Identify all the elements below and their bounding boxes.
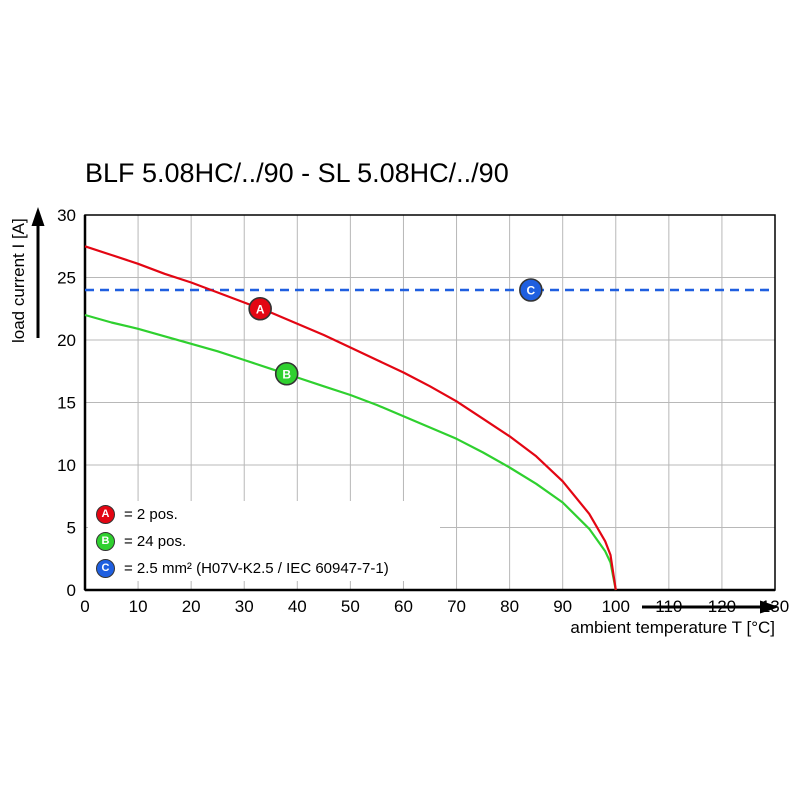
svg-text:20: 20	[57, 331, 76, 350]
legend-item-b: B = 24 pos.	[96, 530, 440, 552]
svg-text:0: 0	[80, 597, 89, 616]
marker-c: C	[519, 278, 543, 302]
marker-b: B	[274, 361, 299, 386]
chart-legend: A = 2 pos. B = 24 pos. C = 2.5 mm² (H07V…	[88, 501, 440, 581]
chart-series	[84, 245, 775, 591]
legend-label-c: = 2.5 mm² (H07V-K2.5 / IEC 60947-7-1)	[124, 559, 389, 577]
legend-badge-b: B	[96, 531, 115, 551]
series-a-curve	[84, 245, 617, 591]
svg-text:70: 70	[447, 597, 466, 616]
legend-item-c: C = 2.5 mm² (H07V-K2.5 / IEC 60947-7-1)	[96, 557, 440, 579]
chart-title: BLF 5.08HC/../90 - SL 5.08HC/../90	[85, 158, 509, 188]
svg-text:0: 0	[67, 581, 76, 600]
chart-markers: C B A	[248, 278, 543, 386]
legend-badge-a: A	[96, 504, 115, 524]
series-b-curve	[84, 313, 617, 591]
svg-text:50: 50	[341, 597, 360, 616]
svg-text:C: C	[527, 284, 536, 298]
svg-text:25: 25	[57, 269, 76, 288]
svg-text:A: A	[256, 302, 265, 316]
chart-grid	[85, 215, 775, 590]
x-axis-label: ambient temperature T [°C]	[570, 618, 775, 637]
chart-frame	[83, 214, 776, 592]
svg-text:30: 30	[235, 597, 254, 616]
svg-text:60: 60	[394, 597, 413, 616]
svg-text:5: 5	[67, 519, 76, 538]
marker-a: A	[248, 296, 272, 321]
svg-text:15: 15	[57, 394, 76, 413]
svg-text:100: 100	[602, 597, 630, 616]
svg-text:20: 20	[182, 597, 201, 616]
legend-badge-c: C	[96, 558, 115, 578]
svg-text:10: 10	[129, 597, 148, 616]
y-axis-label: load current I [A]	[9, 218, 28, 343]
svg-text:30: 30	[57, 206, 76, 225]
axis-arrows	[31, 207, 779, 614]
svg-text:B: B	[282, 367, 291, 381]
x-axis-tick-labels: 0102030405060708090100110120130	[80, 597, 789, 616]
svg-text:40: 40	[288, 597, 307, 616]
svg-text:10: 10	[57, 456, 76, 475]
svg-text:90: 90	[553, 597, 572, 616]
svg-text:80: 80	[500, 597, 519, 616]
legend-label-b: = 24 pos.	[124, 532, 187, 550]
y-axis-tick-labels: 0 5 10 15 20 25 30	[57, 206, 76, 600]
legend-label-a: = 2 pos.	[124, 505, 178, 523]
legend-item-a: A = 2 pos.	[96, 503, 440, 525]
